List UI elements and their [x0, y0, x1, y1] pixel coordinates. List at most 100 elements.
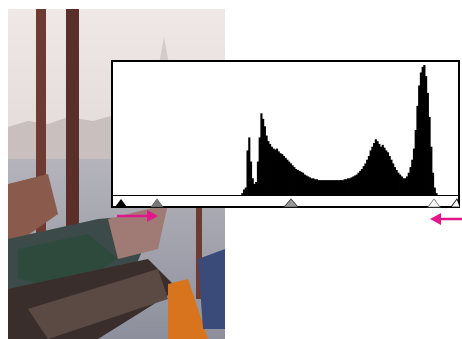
histogram-bar	[395, 169, 398, 195]
histogram-bar	[430, 146, 433, 195]
histogram-bar	[295, 169, 298, 195]
histogram-bar	[369, 150, 372, 195]
histogram-bar	[355, 174, 358, 195]
histogram-bar	[374, 139, 377, 195]
histogram-bar	[343, 179, 346, 195]
histogram-bar	[305, 175, 308, 195]
histogram-bar	[353, 175, 357, 195]
highlight-input-slider[interactable]	[427, 198, 441, 208]
histogram-bar	[425, 76, 428, 195]
histogram-bar	[400, 176, 403, 195]
histogram-bar	[426, 92, 429, 195]
histogram-bar	[393, 167, 396, 195]
histogram-bar	[397, 172, 400, 195]
midtone-slider[interactable]	[283, 198, 299, 208]
histogram-bar	[301, 172, 305, 195]
histogram-bar	[251, 178, 254, 195]
histogram-bar	[352, 176, 355, 195]
shadow-input-slider[interactable]	[150, 198, 164, 208]
histogram-bar	[364, 163, 367, 195]
histogram-bar	[350, 177, 353, 195]
arrow-left-icon	[430, 210, 462, 228]
histogram-bar	[341, 180, 344, 195]
venice-photo	[8, 9, 225, 339]
histogram-bar	[371, 146, 374, 195]
histogram-bar	[291, 165, 294, 195]
arrow-right-icon	[117, 207, 159, 225]
histogram-bar	[262, 118, 265, 195]
histogram-bar	[381, 144, 384, 195]
histogram-bar	[327, 180, 331, 195]
histogram-bar	[376, 141, 379, 195]
histogram-bar	[404, 178, 407, 195]
histogram-bar	[431, 172, 435, 195]
histogram-bar	[258, 137, 261, 195]
histogram-bar	[314, 179, 317, 195]
histogram-bar	[407, 172, 410, 195]
histogram-bar	[373, 143, 376, 195]
histogram-bar	[340, 180, 343, 195]
histogram-chart	[113, 65, 458, 196]
histogram-bar	[298, 170, 301, 195]
histogram-bar	[246, 150, 249, 195]
slider-triangles	[115, 198, 461, 208]
histogram-bar	[241, 193, 244, 195]
histogram-bar	[412, 148, 416, 195]
histogram-bar	[435, 193, 438, 195]
histogram-bar	[293, 167, 296, 195]
histogram-bar	[378, 143, 381, 195]
histogram-bar	[265, 135, 268, 195]
histogram-bar	[402, 178, 405, 195]
histogram-bar	[418, 85, 421, 195]
histogram-bar	[428, 117, 431, 195]
histogram-bar	[326, 180, 329, 195]
histogram-bar	[347, 178, 350, 195]
histogram-bar	[315, 179, 318, 195]
histogram-bar	[286, 159, 289, 195]
histogram-bar	[322, 180, 325, 195]
histogram-bar	[255, 182, 258, 195]
histogram-bar	[399, 174, 402, 195]
histogram-bar	[405, 176, 409, 195]
histogram-bar	[379, 146, 383, 195]
white-point-slider[interactable]	[450, 198, 461, 208]
histogram-bar	[359, 170, 362, 195]
histogram-bar	[345, 179, 348, 195]
histogram-bar	[331, 180, 334, 195]
histogram-bar	[423, 65, 426, 195]
histogram-bar	[260, 113, 263, 195]
histogram-bar	[274, 149, 277, 195]
histogram-bar	[383, 147, 386, 195]
histogram-bar	[267, 141, 270, 195]
black-point-slider[interactable]	[115, 199, 127, 207]
histogram-bar	[362, 166, 365, 195]
histogram-bar	[388, 156, 391, 195]
histogram-bar	[307, 176, 310, 195]
histogram-bar	[386, 152, 390, 195]
histogram-bar	[317, 180, 320, 195]
histogram-bar	[366, 159, 369, 195]
histogram-bar	[244, 187, 247, 195]
histogram-bar	[324, 180, 327, 195]
histogram-bar	[421, 66, 424, 195]
histogram-bar	[319, 180, 322, 195]
histogram-bar	[263, 126, 266, 195]
histogram-bar	[270, 146, 273, 195]
histogram-bar	[312, 178, 315, 195]
histogram-bar	[348, 178, 351, 195]
histogram-bar	[303, 174, 306, 195]
histogram-bar	[338, 180, 341, 195]
histogram-bar	[310, 178, 313, 195]
histogram-bar	[284, 157, 287, 195]
histogram-bar	[411, 159, 414, 195]
levels-slider-track[interactable]	[111, 197, 461, 209]
histogram-bar	[282, 156, 286, 195]
histogram-bar	[334, 180, 338, 195]
histogram-panel	[111, 60, 460, 208]
histogram-bar	[243, 189, 246, 195]
histogram-bar	[248, 137, 251, 195]
histogram-bar	[385, 150, 388, 195]
histogram-bar	[256, 161, 260, 195]
histogram-bar	[269, 143, 272, 195]
histogram-bar	[279, 153, 282, 195]
